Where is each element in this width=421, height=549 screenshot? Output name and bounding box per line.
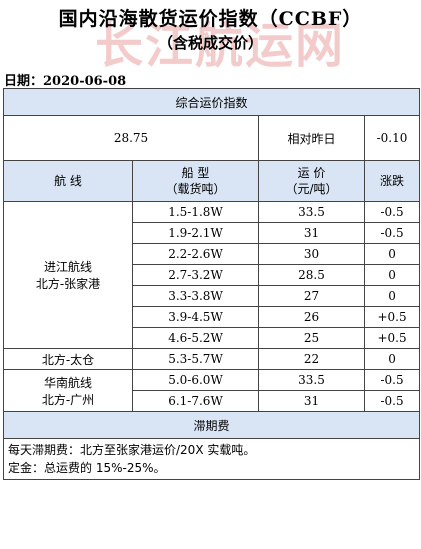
ship-type-cell: 5.0-6.0W [132, 369, 259, 391]
route-cell: 华南航线 北方-广州 [3, 369, 133, 412]
date-label: 日期： [4, 74, 44, 89]
ship-type-cell: 1.9-2.1W [132, 222, 259, 244]
freight-cell: 30 [258, 243, 365, 265]
ship-type-cell: 1.5-1.8W [132, 201, 259, 223]
change-cell: -0.5 [363, 222, 421, 244]
table-row: 3.9-4.5W 26 +0.5 [4, 306, 421, 328]
table-row: 3.3-3.8W 27 0 [4, 285, 421, 307]
change-cell: 0 [363, 243, 421, 265]
change-cell: +0.5 [363, 327, 421, 349]
column-header-ship-type: 船 型（载货吨） [132, 160, 259, 202]
freight-cell: 31 [258, 222, 365, 244]
date-line: 日期：2020-06-08 [4, 70, 126, 89]
freight-cell: 33.5 [258, 369, 365, 391]
ship-type-cell: 2.7-3.2W [132, 264, 259, 286]
ship-type-cell: 4.6-5.2W [132, 327, 259, 349]
column-header-freight: 运 价（元/吨） [258, 160, 365, 202]
ship-type-cell: 6.1-7.6W [132, 390, 259, 412]
watermark: 长江航运网 [95, 18, 346, 74]
demurrage-heading: 滞期费 [2, 411, 421, 439]
change-cell: +0.5 [363, 306, 421, 328]
table-row: 北方-太仓 5.3-5.7W 22 0 [3, 348, 421, 370]
freight-cell: 33.5 [258, 201, 365, 223]
composite-index-value: 28.75 [3, 115, 259, 161]
page-title: 国内沿海散货运价指数（CCBF） [58, 8, 363, 30]
freight-cell: 26 [258, 306, 365, 328]
ship-type-cell: 3.9-4.5W [132, 306, 259, 328]
change-cell: -0.5 [363, 201, 421, 223]
table-row: 进江航线 北方-张家港 1.5-1.8W 33.5 -0.5 [3, 201, 421, 349]
freight-cell: 28.5 [258, 264, 365, 286]
ship-type-cell: 2.2-2.6W [132, 243, 259, 265]
change-cell: 0 [363, 264, 421, 286]
date-value: 2020-06-08 [43, 74, 127, 89]
table-row: 6.1-7.6W 31 -0.5 [4, 390, 421, 412]
page-subtitle: （含税成交价） [157, 34, 263, 52]
demurrage-note-line1: 每天滞期费：北方至张家港运价/20X 实载吨。 [8, 443, 256, 457]
ship-type-cell: 3.3-3.8W [132, 285, 259, 307]
route-cell: 进江航线 北方-张家港 [3, 201, 133, 349]
freight-index-table: 综合运价指数 28.75 相对昨日 -0.10 航 线 船 型（载货吨） 运 价… [2, 88, 421, 480]
compare-label: 相对昨日 [258, 115, 365, 161]
freight-cell: 25 [258, 327, 365, 349]
freight-cell: 27 [258, 285, 365, 307]
page-header: 长江航运网 国内沿海散货运价指数（CCBF） （含税成交价） [0, 0, 421, 74]
demurrage-note-line2: 定金：总运费的 15%-25%。 [8, 461, 166, 475]
table-row: 2.2-2.6W 30 0 [4, 243, 421, 265]
composite-index-heading: 综合运价指数 [2, 88, 421, 116]
table-row: 1.9-2.1W 31 -0.5 [4, 222, 421, 244]
change-cell: -0.5 [363, 390, 421, 412]
demurrage-note: 每天滞期费：北方至张家港运价/20X 实载吨。 定金：总运费的 15%-25%。 [2, 438, 421, 480]
column-header-route: 航 线 [3, 160, 133, 202]
ship-type-cell: 5.3-5.7W [132, 348, 259, 370]
change-cell: -0.5 [363, 369, 421, 391]
column-header-change: 涨跌 [363, 160, 421, 202]
table-row: 华南航线 北方-广州 5.0-6.0W 33.5 -0.5 [3, 369, 421, 412]
composite-change: -0.10 [363, 115, 421, 161]
change-cell: 0 [363, 285, 421, 307]
change-cell: 0 [363, 348, 421, 370]
freight-cell: 22 [258, 348, 365, 370]
route-cell: 北方-太仓 [3, 348, 133, 370]
freight-cell: 31 [258, 390, 365, 412]
